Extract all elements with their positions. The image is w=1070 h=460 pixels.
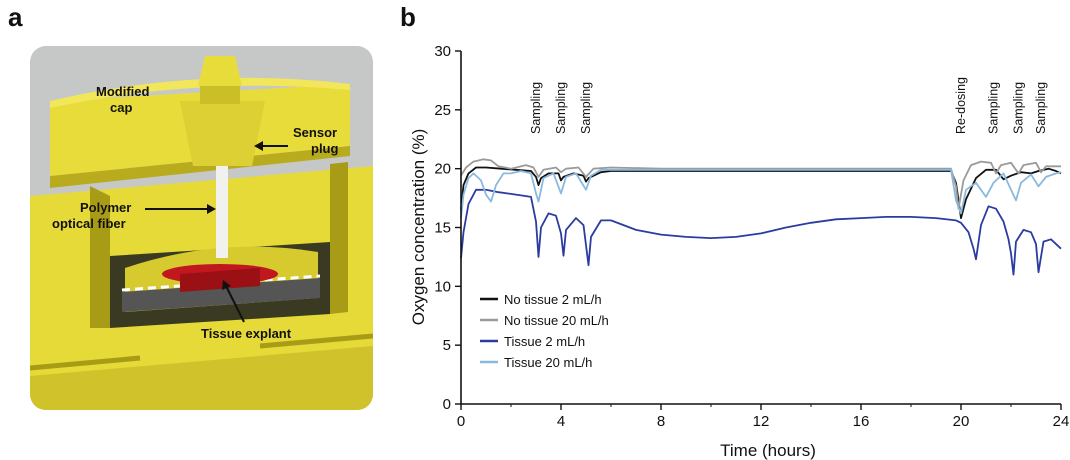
legend-label-4: Tissue 20 mL/h — [504, 355, 592, 370]
device-base-shade — [30, 346, 373, 410]
membrane — [121, 274, 321, 292]
sensor-plug-arrowhead — [254, 141, 263, 151]
x-tick-label-12: 12 — [753, 413, 770, 430]
sensor-plug-top — [198, 56, 242, 86]
sensor-plug-neck — [200, 86, 240, 104]
x-tick-label-16: 16 — [853, 413, 870, 430]
membrane-holder — [122, 278, 320, 312]
explant-arrowhead — [222, 280, 231, 290]
chart-axes: 0 5 10 15 20 25 30 0 4 8 12 16 20 24 — [434, 43, 1069, 430]
fiber-arrowhead — [207, 204, 216, 214]
annotation-label-2: Sampling — [554, 82, 568, 134]
left-wall — [90, 186, 110, 328]
y-tick-label-5: 5 — [443, 337, 451, 354]
y-axis-title: Oxygen concentration (%) — [409, 129, 428, 326]
panel-b-letter: b — [400, 2, 416, 32]
series-line-3 — [460, 188, 1062, 276]
chart-legend: No tissue 2 mL/h No tissue 20 mL/h Tissue … — [480, 292, 609, 370]
modified-cap-label-line2: cap — [110, 100, 132, 115]
annotation-label-1: Sampling — [529, 82, 543, 134]
device-illustration: Modified cap Sensor plug Polymer optical… — [30, 46, 373, 410]
sensor-plug-label-line1: Sensor — [293, 125, 337, 140]
annotation-label-4: Re-dosing — [954, 77, 968, 134]
series-line-1 — [460, 166, 1062, 219]
legend-label-1: No tissue 2 mL/h — [504, 292, 602, 307]
fiber-label-line1: Polymer — [80, 200, 131, 215]
sensor-plug — [180, 101, 265, 166]
y-tick-label-0: 0 — [443, 396, 451, 413]
y-tick-label-25: 25 — [434, 102, 451, 119]
y-tick-label-20: 20 — [434, 161, 451, 178]
series-line-4 — [460, 168, 1062, 219]
device-groove — [30, 333, 373, 371]
chart-annotations: Sampling Sampling Sampling Re-dosing Samplin… — [529, 77, 1048, 134]
x-tick-label-0: 0 — [457, 413, 465, 430]
x-tick-label-4: 4 — [557, 413, 565, 430]
annotation-label-5: Sampling — [987, 82, 1001, 134]
annotation-label-7: Sampling — [1034, 82, 1048, 134]
x-tick-label-8: 8 — [657, 413, 665, 430]
x-tick-label-24: 24 — [1053, 413, 1070, 430]
modified-cap-label-line1: Modified — [96, 84, 149, 99]
explant-arrow — [225, 285, 245, 323]
annotation-label-3: Sampling — [579, 82, 593, 134]
chart-series-group — [460, 158, 1062, 276]
sensor-plug-label-line2: plug — [311, 141, 338, 156]
series-line-2 — [460, 158, 1061, 210]
legend-label-2: No tissue 20 mL/h — [504, 313, 609, 328]
panel-a-letter: a — [8, 2, 23, 32]
y-tick-label-15: 15 — [434, 220, 451, 237]
y-tick-label-10: 10 — [434, 278, 451, 295]
tissue-explant-label: Tissue explant — [201, 326, 292, 341]
polymer-optical-fiber — [216, 166, 228, 258]
legend-label-3: Tissue 2 mL/h — [504, 334, 585, 349]
cap-top — [50, 77, 350, 108]
fiber-label-line2: optical fiber — [52, 216, 126, 231]
annotation-label-6: Sampling — [1012, 82, 1026, 134]
x-tick-label-20: 20 — [953, 413, 970, 430]
cap-side — [50, 146, 350, 188]
tissue-explant-side — [180, 268, 260, 292]
y-tick-label-30: 30 — [434, 43, 451, 60]
right-wall — [330, 162, 348, 314]
x-axis-title: Time (hours) — [720, 441, 816, 460]
